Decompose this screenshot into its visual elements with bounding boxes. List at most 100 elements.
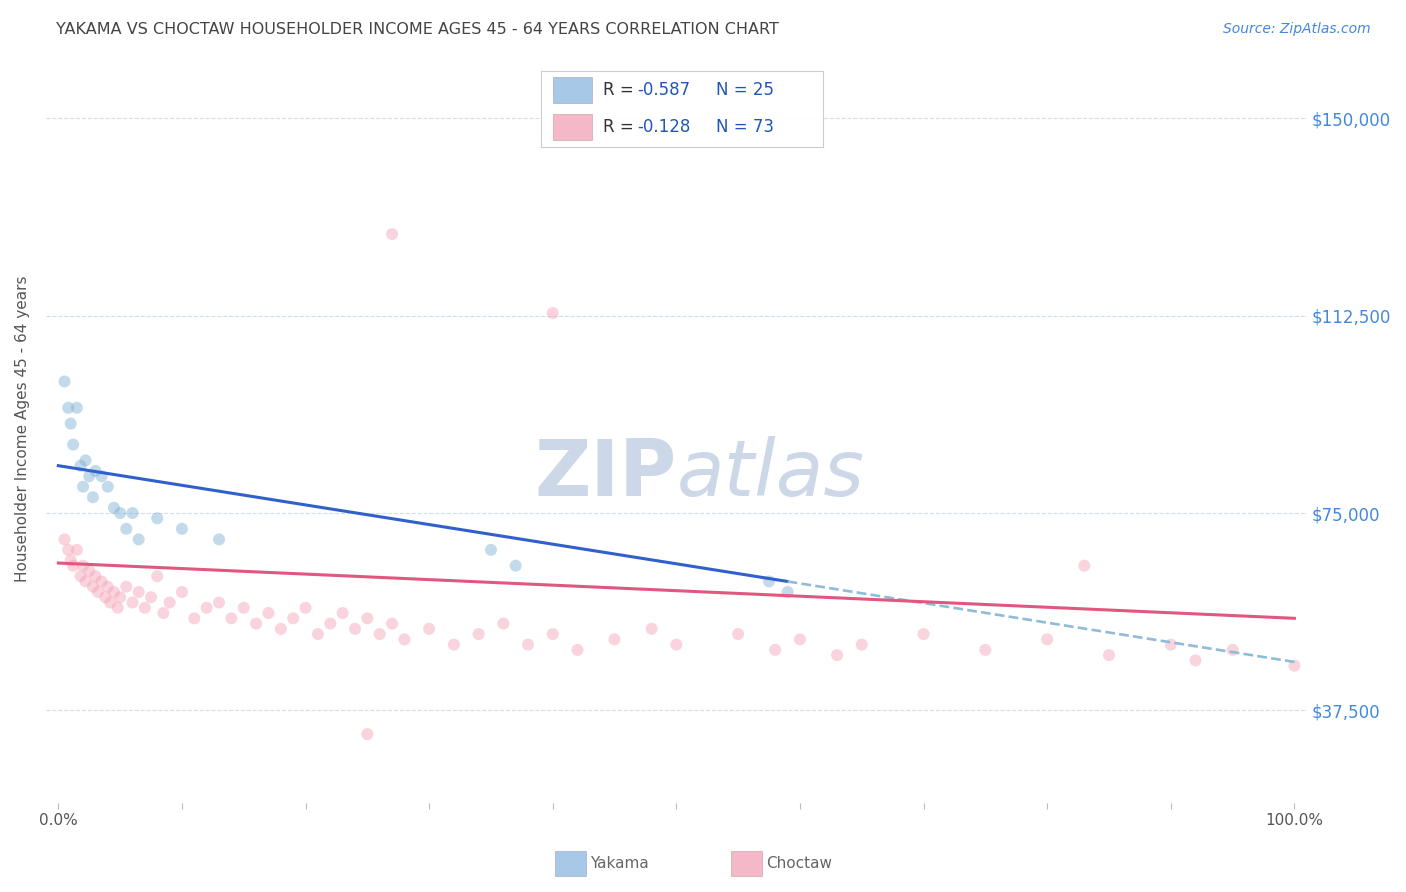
- Point: [319, 616, 342, 631]
- Point: [58, 542, 80, 557]
- Point: [381, 616, 404, 631]
- Point: [232, 600, 254, 615]
- Point: [77, 564, 100, 578]
- Point: [492, 616, 515, 631]
- Point: [121, 595, 143, 609]
- Point: [356, 611, 378, 625]
- Point: [851, 638, 873, 652]
- Point: [381, 227, 404, 241]
- Point: [84, 569, 107, 583]
- Point: [294, 600, 316, 615]
- Point: [776, 585, 799, 599]
- Point: [763, 643, 786, 657]
- Text: ZIP: ZIP: [534, 435, 676, 512]
- Point: [58, 401, 80, 415]
- Point: [139, 591, 162, 605]
- Point: [912, 627, 935, 641]
- Point: [97, 480, 120, 494]
- Point: [257, 606, 280, 620]
- Point: [146, 511, 169, 525]
- Point: [665, 638, 688, 652]
- Point: [146, 569, 169, 583]
- Point: [208, 533, 231, 547]
- Point: [84, 464, 107, 478]
- Point: [567, 643, 589, 657]
- Point: [343, 622, 366, 636]
- Point: [72, 480, 94, 494]
- Point: [541, 627, 564, 641]
- Point: [66, 542, 89, 557]
- Point: [59, 553, 82, 567]
- Point: [394, 632, 416, 647]
- Point: [221, 611, 243, 625]
- Text: -0.587: -0.587: [637, 81, 690, 99]
- Point: [90, 574, 112, 589]
- Point: [467, 627, 489, 641]
- Point: [134, 600, 156, 615]
- Text: -0.128: -0.128: [637, 118, 690, 136]
- Point: [825, 648, 848, 662]
- Point: [368, 627, 391, 641]
- Point: [128, 533, 150, 547]
- Point: [1222, 643, 1244, 657]
- Point: [53, 533, 76, 547]
- Point: [208, 595, 231, 609]
- Text: N = 25: N = 25: [716, 81, 773, 99]
- Point: [69, 569, 91, 583]
- Point: [517, 638, 540, 652]
- Point: [356, 727, 378, 741]
- Point: [82, 490, 104, 504]
- Point: [1184, 653, 1206, 667]
- Point: [94, 591, 117, 605]
- Point: [332, 606, 354, 620]
- Point: [128, 585, 150, 599]
- Point: [443, 638, 465, 652]
- Point: [77, 469, 100, 483]
- Point: [505, 558, 527, 573]
- Point: [640, 622, 662, 636]
- Point: [479, 542, 502, 557]
- Point: [103, 585, 125, 599]
- Point: [72, 558, 94, 573]
- Text: Yakama: Yakama: [591, 856, 650, 871]
- Point: [307, 627, 329, 641]
- Point: [183, 611, 205, 625]
- Point: [98, 595, 121, 609]
- Point: [789, 632, 811, 647]
- Point: [53, 375, 76, 389]
- Point: [159, 595, 181, 609]
- Point: [121, 506, 143, 520]
- Point: [1284, 658, 1306, 673]
- Point: [107, 600, 129, 615]
- Point: [66, 401, 89, 415]
- Point: [90, 469, 112, 483]
- Text: N = 73: N = 73: [716, 118, 773, 136]
- Text: R =: R =: [603, 81, 640, 99]
- Bar: [553, 114, 592, 140]
- Point: [75, 574, 97, 589]
- Point: [727, 627, 749, 641]
- Point: [115, 522, 138, 536]
- Point: [270, 622, 292, 636]
- Point: [62, 437, 84, 451]
- Point: [283, 611, 305, 625]
- Point: [152, 606, 174, 620]
- Point: [1036, 632, 1059, 647]
- Point: [87, 585, 110, 599]
- Point: [115, 580, 138, 594]
- Text: R =: R =: [603, 118, 640, 136]
- Y-axis label: Householder Income Ages 45 - 64 years: Householder Income Ages 45 - 64 years: [15, 276, 30, 582]
- Bar: [553, 78, 592, 103]
- Point: [75, 453, 97, 467]
- Text: atlas: atlas: [676, 435, 865, 512]
- Point: [108, 591, 131, 605]
- Point: [603, 632, 626, 647]
- Point: [418, 622, 440, 636]
- Point: [1160, 638, 1182, 652]
- Point: [1098, 648, 1121, 662]
- Point: [69, 458, 91, 473]
- Point: [245, 616, 267, 631]
- Point: [103, 500, 125, 515]
- Point: [59, 417, 82, 431]
- Point: [170, 585, 193, 599]
